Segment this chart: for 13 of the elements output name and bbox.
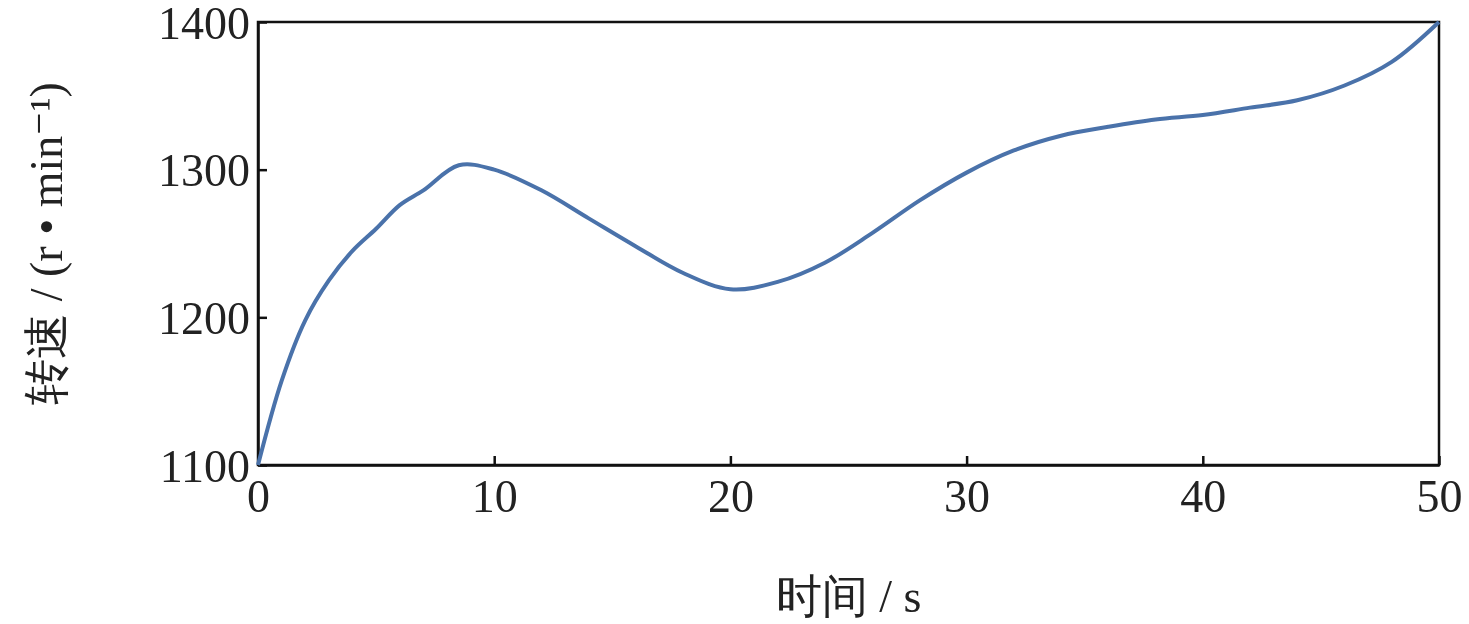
x-tick-label: 30	[944, 470, 991, 522]
y-axis-title: 转速 / (r • min⁻¹)	[21, 82, 72, 405]
y-tick-label: 1200	[158, 292, 250, 344]
y-tick-label: 1400	[158, 0, 250, 49]
x-tick-label: 20	[707, 470, 754, 522]
x-tick-label: 50	[1416, 470, 1463, 522]
x-tick-label: 10	[471, 470, 518, 522]
y-tick-label: 1100	[159, 440, 250, 492]
x-tick-label: 40	[1180, 470, 1227, 522]
line-series	[256, 20, 1441, 467]
y-tick-label: 1300	[158, 145, 250, 197]
x-axis-title: 时间 / s	[775, 571, 922, 622]
x-tick-label: 0	[247, 470, 270, 522]
